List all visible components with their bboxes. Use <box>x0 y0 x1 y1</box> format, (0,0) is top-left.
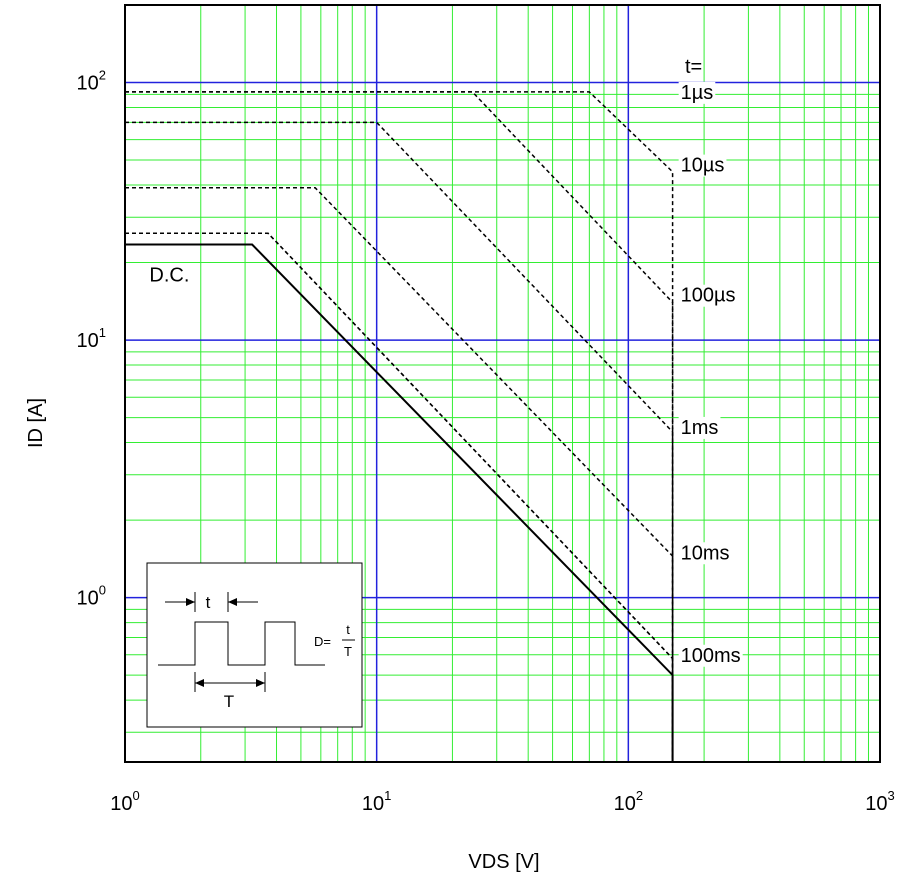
tick-labels: 100 101 102 103 100 101 102 <box>77 68 895 815</box>
duty-fraction-numerator: t <box>346 622 350 637</box>
series-line-2 <box>125 121 674 762</box>
series-line-5 <box>125 232 674 762</box>
y-tick-label-0: 100 <box>77 583 106 610</box>
series-label-3: 1ms <box>681 417 719 439</box>
x-tick-label-0: 100 <box>110 788 139 815</box>
series-label-5: 100ms <box>681 645 741 667</box>
T-arrowhead-left <box>195 679 204 687</box>
series-label-6: D.C. <box>149 264 189 286</box>
series-label-0: 1µs <box>681 82 714 104</box>
series-label-4: 10ms <box>681 542 730 564</box>
series-line-6 <box>125 243 674 762</box>
curve-labels: 1µs 10µs 100µs 1ms 10ms 100ms D.C. <box>147 81 743 667</box>
inset-t-label: t <box>206 593 211 612</box>
plot-frame <box>124 4 881 763</box>
series-line-1 <box>125 91 674 762</box>
legend-prefix: t= <box>685 56 702 78</box>
y-tick-label-2: 102 <box>77 68 106 95</box>
minor-grid <box>125 4 880 762</box>
major-grid <box>125 5 880 762</box>
inset-box <box>146 562 363 728</box>
y-tick-label-1: 101 <box>77 325 106 352</box>
x-tick-label-2: 102 <box>614 788 643 815</box>
series-label-bg-6 <box>147 264 192 287</box>
curves <box>125 91 674 762</box>
series-label-1: 10µs <box>681 155 725 177</box>
duty-formula-prefix: D= <box>314 634 331 649</box>
pulse-waveform <box>158 621 325 666</box>
x-axis-label: VDS [V] <box>468 851 539 873</box>
y-axis-label: ID [A] <box>25 398 47 448</box>
series-label-bg-2 <box>678 284 738 307</box>
series-label-bg-0 <box>678 81 716 104</box>
t-arrowhead-right <box>228 598 237 606</box>
series-label-bg-3 <box>678 416 721 439</box>
t-arrowhead-left <box>186 598 195 606</box>
x-tick-label-3: 103 <box>865 788 894 815</box>
series-label-2: 100µs <box>681 285 736 307</box>
series-label-bg-1 <box>678 154 727 177</box>
T-arrowhead-right <box>256 679 265 687</box>
x-tick-label-1: 101 <box>362 788 391 815</box>
duty-fraction-denominator: T <box>344 644 352 659</box>
inset-T-label: T <box>224 692 234 711</box>
duty-cycle-inset: t T D= t T <box>146 562 363 728</box>
series-label-bg-4 <box>678 542 732 565</box>
series-label-bg-5 <box>678 644 743 667</box>
